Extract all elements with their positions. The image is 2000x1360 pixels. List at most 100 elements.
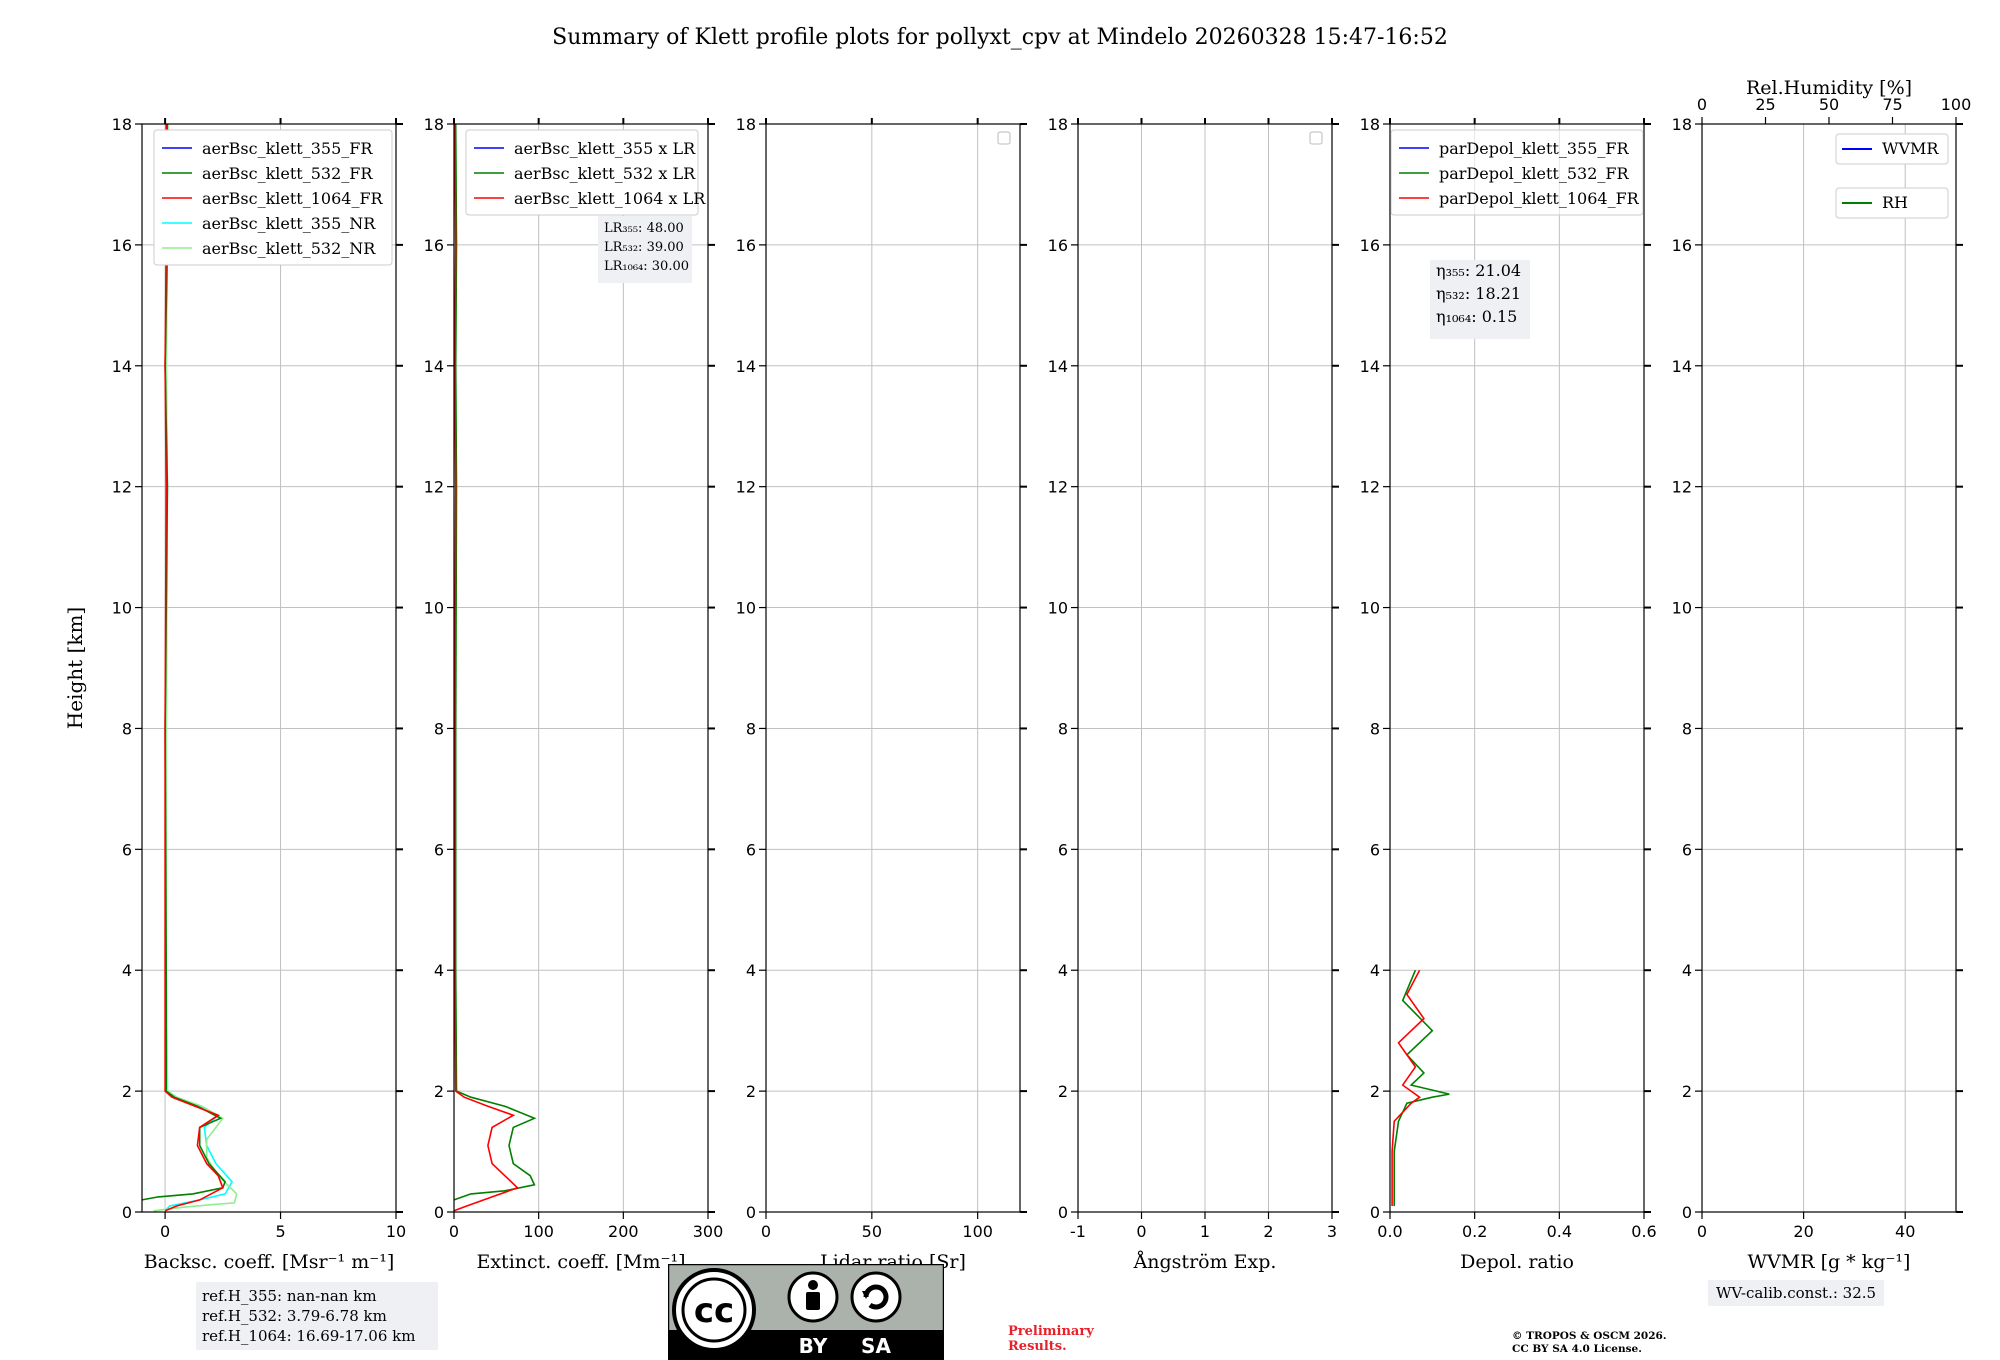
y-tick-label: 2 — [122, 1082, 132, 1101]
x-tick-label: 0 — [1697, 1222, 1707, 1241]
series-line-aerBsc_klett_532_FR — [141, 124, 227, 1201]
y-tick-label: 0 — [746, 1203, 756, 1222]
x-tick-label: 0.2 — [1462, 1222, 1487, 1241]
axes-frame — [453, 123, 709, 1213]
y-tick-label: 14 — [736, 357, 756, 376]
y-tick-label: 18 — [736, 115, 756, 134]
top-x-tick-label: 0 — [1697, 95, 1707, 114]
y-tick-label: 12 — [1048, 478, 1068, 497]
y-tick-label: 18 — [424, 115, 444, 134]
series-line-parDepol_klett_1064_FR — [1391, 969, 1425, 1206]
panel-2: 0 2 4 6 8 10 12 14 16 18 0 100 200 300 Extinct. coeff.… — [424, 115, 724, 1273]
legend-label: aerBsc_klett_355_FR — [202, 139, 373, 158]
ref-height-532: ref.H_532: 3.79-6.78 km — [202, 1307, 387, 1325]
x-tick-label: 0.0 — [1377, 1222, 1402, 1241]
legend-box — [1390, 129, 1644, 216]
y-axis-label: Height [km] — [63, 607, 87, 729]
series-line-aerBsc_klett_532 x LR — [453, 123, 537, 1201]
sa-share-icon — [850, 1271, 902, 1323]
empty-legend-box — [997, 131, 1011, 145]
y-tick-label: 0 — [122, 1203, 132, 1222]
y-tick-label: 8 — [1370, 719, 1380, 738]
preliminary-note: Preliminary Results. — [1008, 1324, 1094, 1354]
y-tick-label: 16 — [1360, 236, 1380, 255]
y-tick-label: 6 — [1370, 840, 1380, 859]
y-tick-label: 4 — [1682, 961, 1692, 980]
panel-1: 0 2 4 6 8 10 12 14 16 18 0 5 10 Backsc. coeff. [Msr⁻¹… — [63, 115, 406, 1273]
x-tick-label: 20 — [1793, 1222, 1813, 1241]
legend-label: aerBsc_klett_355 x LR — [514, 139, 696, 158]
legend-box — [1835, 187, 1949, 219]
annotation-label: LR₅₃₂: 39.00 — [604, 240, 684, 255]
annotation-box — [598, 216, 692, 283]
x-tick-label: 1 — [1200, 1222, 1210, 1241]
annotation-label: η₃₅₅: 21.04 — [1436, 261, 1521, 280]
y-tick-label: 8 — [746, 719, 756, 738]
top-x-tick-label: 50 — [1819, 95, 1839, 114]
axes-frame — [1389, 123, 1645, 1213]
copyright-line-2: CC BY SA 4.0 License. — [1512, 1343, 1642, 1355]
x-tick-label: 300 — [693, 1222, 724, 1241]
x-axis-label: Backsc. coeff. [Msr⁻¹ m⁻¹] — [144, 1251, 395, 1273]
legend-label: aerBsc_klett_1064 x LR — [514, 189, 706, 208]
ref-height-1064: ref.H_1064: 16.69-17.06 km — [202, 1327, 416, 1345]
y-tick-label: 6 — [746, 840, 756, 859]
y-tick-label: 6 — [122, 840, 132, 859]
y-tick-label: 2 — [746, 1082, 756, 1101]
x-axis-label: Depol. ratio — [1460, 1251, 1574, 1273]
top-x-tick-label: 25 — [1755, 95, 1775, 114]
top-x-tick-label: 75 — [1882, 95, 1902, 114]
legend-label: aerBsc_klett_1064_FR — [202, 189, 384, 208]
y-tick-label: 18 — [1672, 115, 1692, 134]
y-tick-label: 4 — [434, 961, 444, 980]
series-line-aerBsc_klett_1064 x LR — [453, 123, 519, 1212]
x-tick-label: 40 — [1895, 1222, 1915, 1241]
y-tick-label: 4 — [746, 961, 756, 980]
y-tick-label: 6 — [1058, 840, 1068, 859]
x-tick-label: 0 — [160, 1222, 170, 1241]
y-tick-label: 0 — [1370, 1203, 1380, 1222]
series-line-parDepol_klett_532_FR — [1393, 969, 1450, 1206]
preliminary-line-2: Results. — [1008, 1339, 1067, 1354]
x-tick-label: 100 — [523, 1222, 554, 1241]
y-tick-label: 8 — [1682, 719, 1692, 738]
y-tick-label: 14 — [112, 357, 132, 376]
annotation-label: LR₃₅₅: 48.00 — [604, 221, 684, 236]
y-tick-label: 0 — [434, 1203, 444, 1222]
y-tick-label: 12 — [736, 478, 756, 497]
y-tick-label: 10 — [112, 599, 132, 618]
y-tick-label: 10 — [736, 599, 756, 618]
panel-5: 0 2 4 6 8 10 12 14 16 18 0.0 0.2 0.4 0.6 Depol. ratio p… — [1360, 115, 1657, 1273]
x-tick-label: 0.4 — [1547, 1222, 1572, 1241]
x-tick-label: 0.6 — [1631, 1222, 1656, 1241]
legend-label: WVMR — [1882, 139, 1939, 158]
series-line-aerBsc_klett_355_NR — [164, 124, 234, 1212]
y-tick-label: 0 — [1058, 1203, 1068, 1222]
y-tick-label: 16 — [424, 236, 444, 255]
axes-frame — [1701, 123, 1957, 1213]
preliminary-line-1: Preliminary — [1008, 1324, 1094, 1339]
y-tick-label: 8 — [1058, 719, 1068, 738]
x-tick-label: 2 — [1263, 1222, 1273, 1241]
annotation-box — [1430, 260, 1530, 339]
figure-title: Summary of Klett profile plots for polly… — [552, 25, 1448, 50]
x-tick-label: 100 — [962, 1222, 993, 1241]
y-tick-label: 12 — [1672, 478, 1692, 497]
legend-box — [1835, 133, 1949, 165]
x-tick-label: 0 — [1136, 1222, 1146, 1241]
legend-label: aerBsc_klett_532_FR — [202, 164, 373, 183]
legend-label: aerBsc_klett_532_NR — [202, 239, 376, 258]
y-tick-label: 8 — [122, 719, 132, 738]
x-tick-label: 3 — [1327, 1222, 1337, 1241]
y-tick-label: 0 — [1682, 1203, 1692, 1222]
sa-label: SA — [861, 1334, 891, 1358]
reference-height-box: ref.H_355: nan-nan km ref.H_532: 3.79-6.… — [196, 1282, 438, 1350]
series-line-aerBsc_klett_1064_FR — [164, 124, 224, 1212]
legend-label: parDepol_klett_355_FR — [1439, 139, 1630, 158]
legend-box — [153, 129, 393, 266]
y-tick-label: 2 — [1682, 1082, 1692, 1101]
y-tick-label: 16 — [1048, 236, 1068, 255]
legend-label: aerBsc_klett_355_NR — [202, 214, 376, 233]
y-tick-label: 16 — [736, 236, 756, 255]
